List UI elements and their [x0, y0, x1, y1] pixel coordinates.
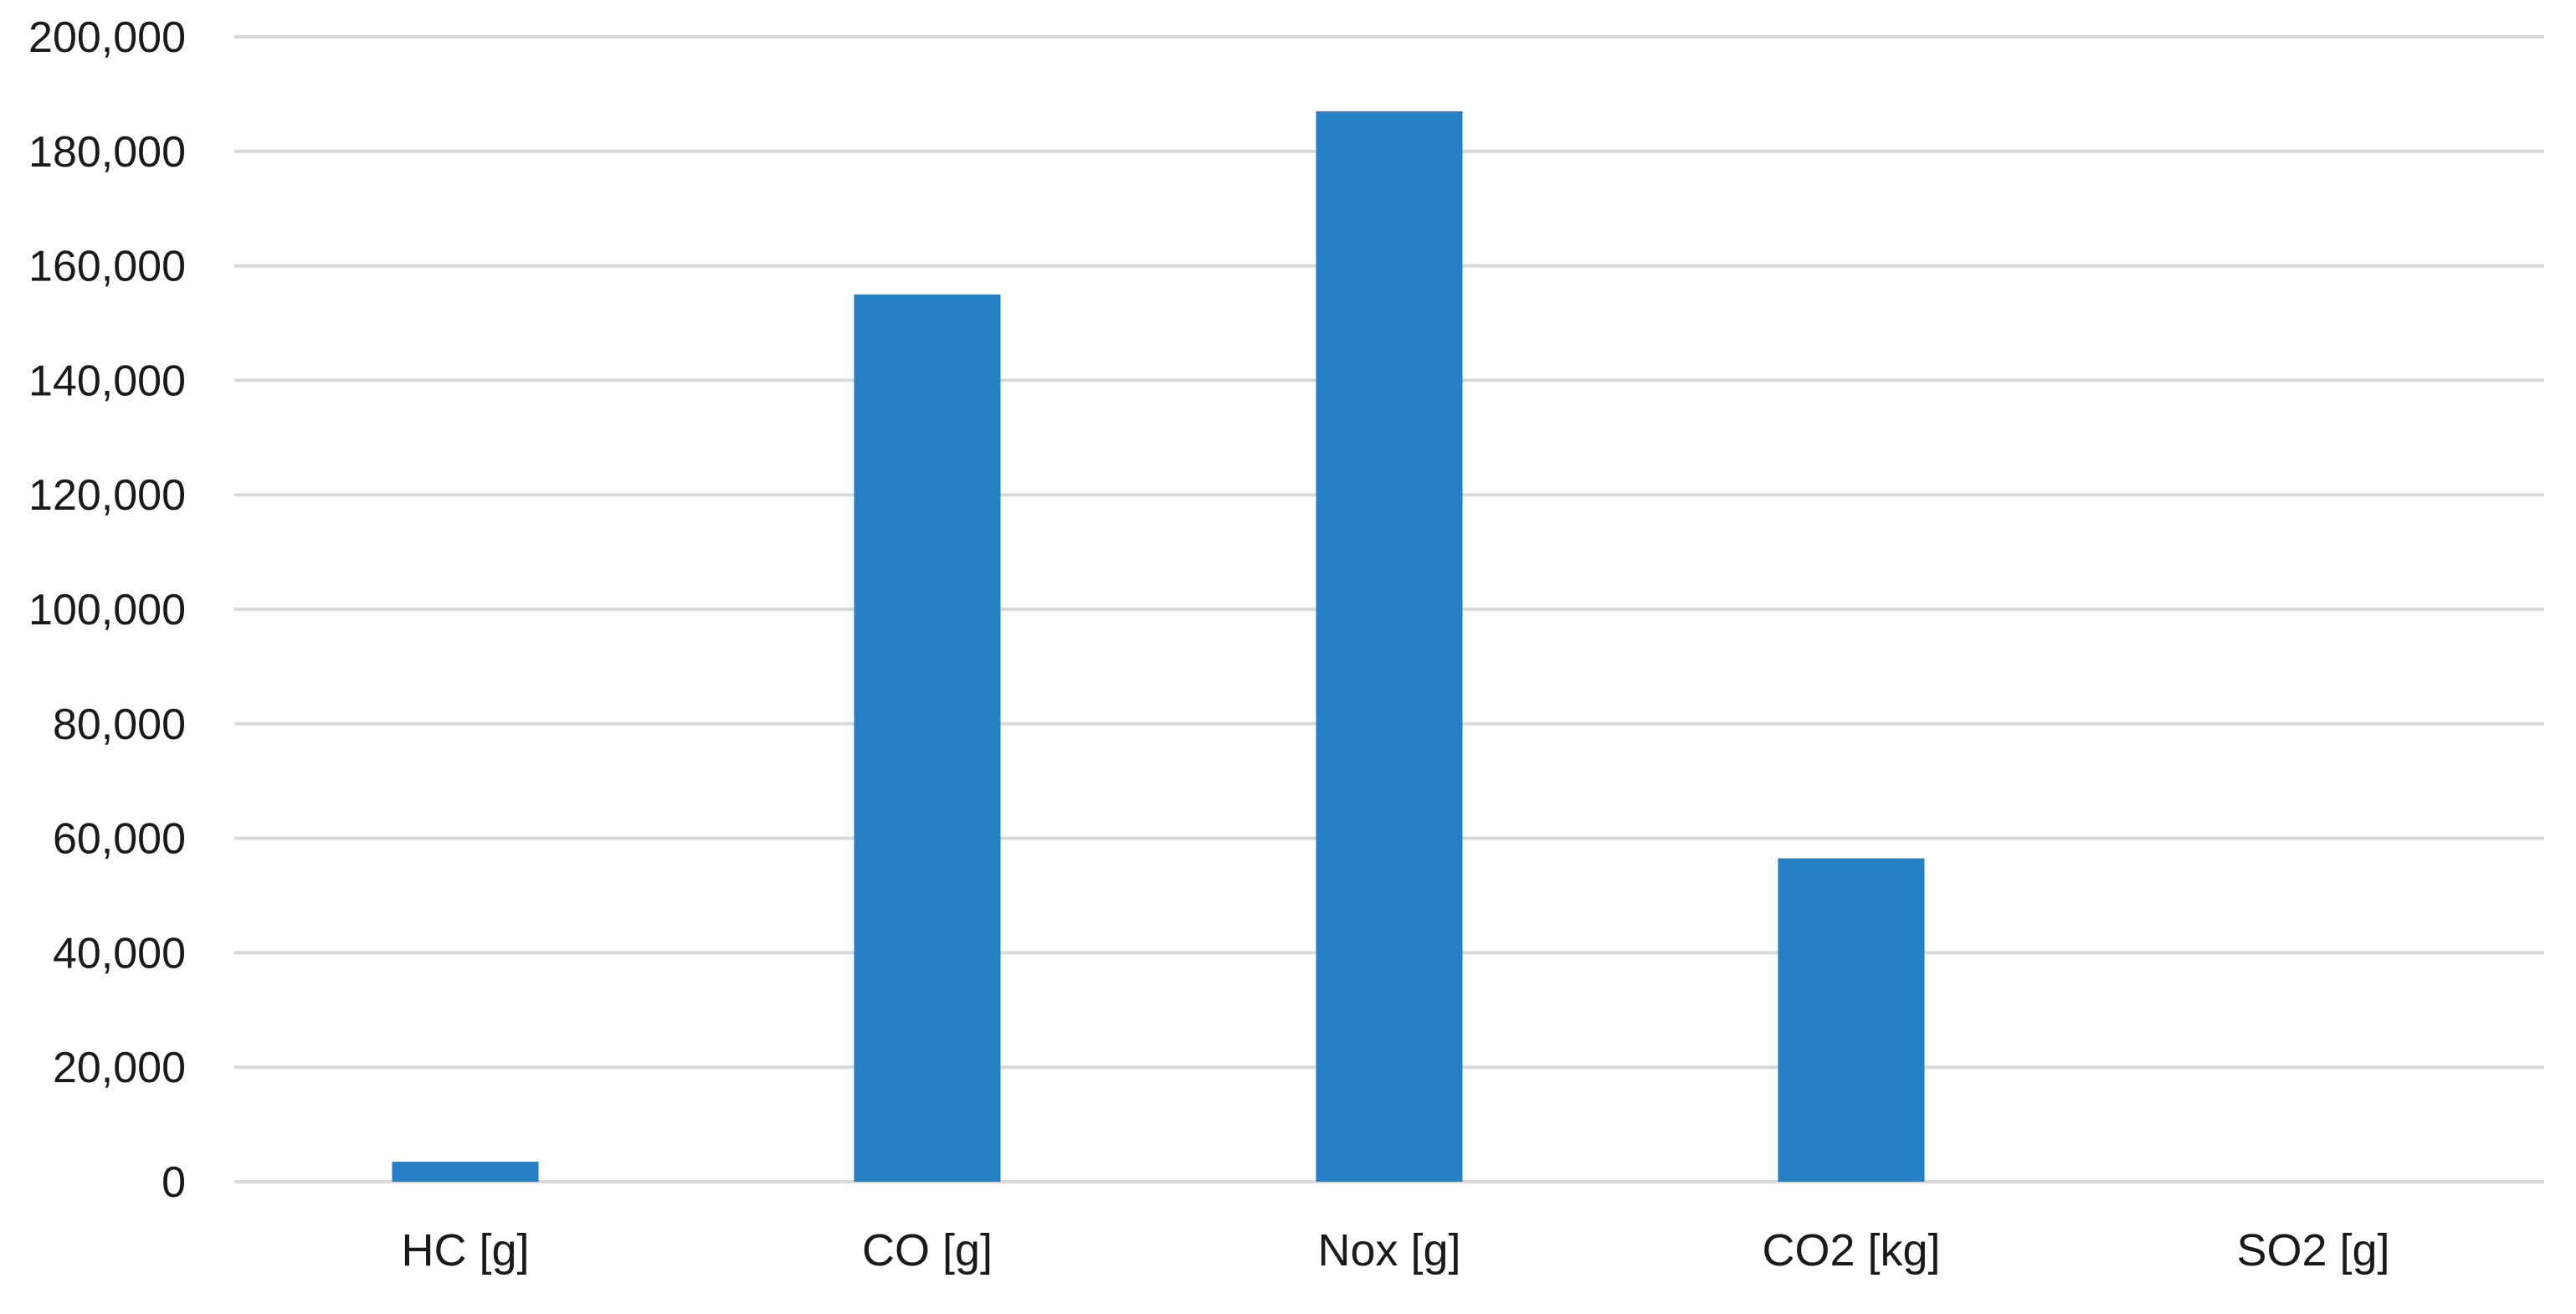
bar-hc-g [392, 1162, 539, 1182]
x-tick-label: CO [g] [862, 1225, 993, 1276]
y-tick-label: 20,000 [53, 1044, 186, 1092]
x-axis-tick-labels: HC [g] CO [g] Nox [g] CO2 [kg] SO2 [g] [401, 1225, 2389, 1276]
y-tick-label: 140,000 [28, 357, 186, 405]
y-tick-label: 120,000 [28, 471, 186, 520]
bars [392, 110, 1925, 1182]
x-tick-label: SO2 [g] [2236, 1225, 2389, 1276]
y-tick-label: 200,000 [28, 13, 186, 62]
y-tick-label: 100,000 [28, 586, 186, 634]
x-tick-label: CO2 [kg] [1762, 1225, 1940, 1276]
y-tick-label: 80,000 [53, 701, 186, 749]
x-tick-label: HC [g] [401, 1225, 529, 1276]
y-tick-label: 0 [162, 1158, 186, 1207]
x-tick-label: Nox [g] [1317, 1225, 1460, 1276]
bar-co2-kg [1778, 858, 1925, 1182]
bar-nox-g [1316, 110, 1463, 1182]
y-tick-label: 180,000 [28, 128, 186, 177]
y-tick-label: 160,000 [28, 243, 186, 291]
y-tick-label: 60,000 [53, 815, 186, 864]
y-tick-label: 40,000 [53, 929, 186, 978]
y-axis-tick-labels: 0 20,000 40,000 60,000 80,000 100,000 120,000 1… [28, 13, 186, 1207]
bar-co-g [854, 294, 1001, 1182]
